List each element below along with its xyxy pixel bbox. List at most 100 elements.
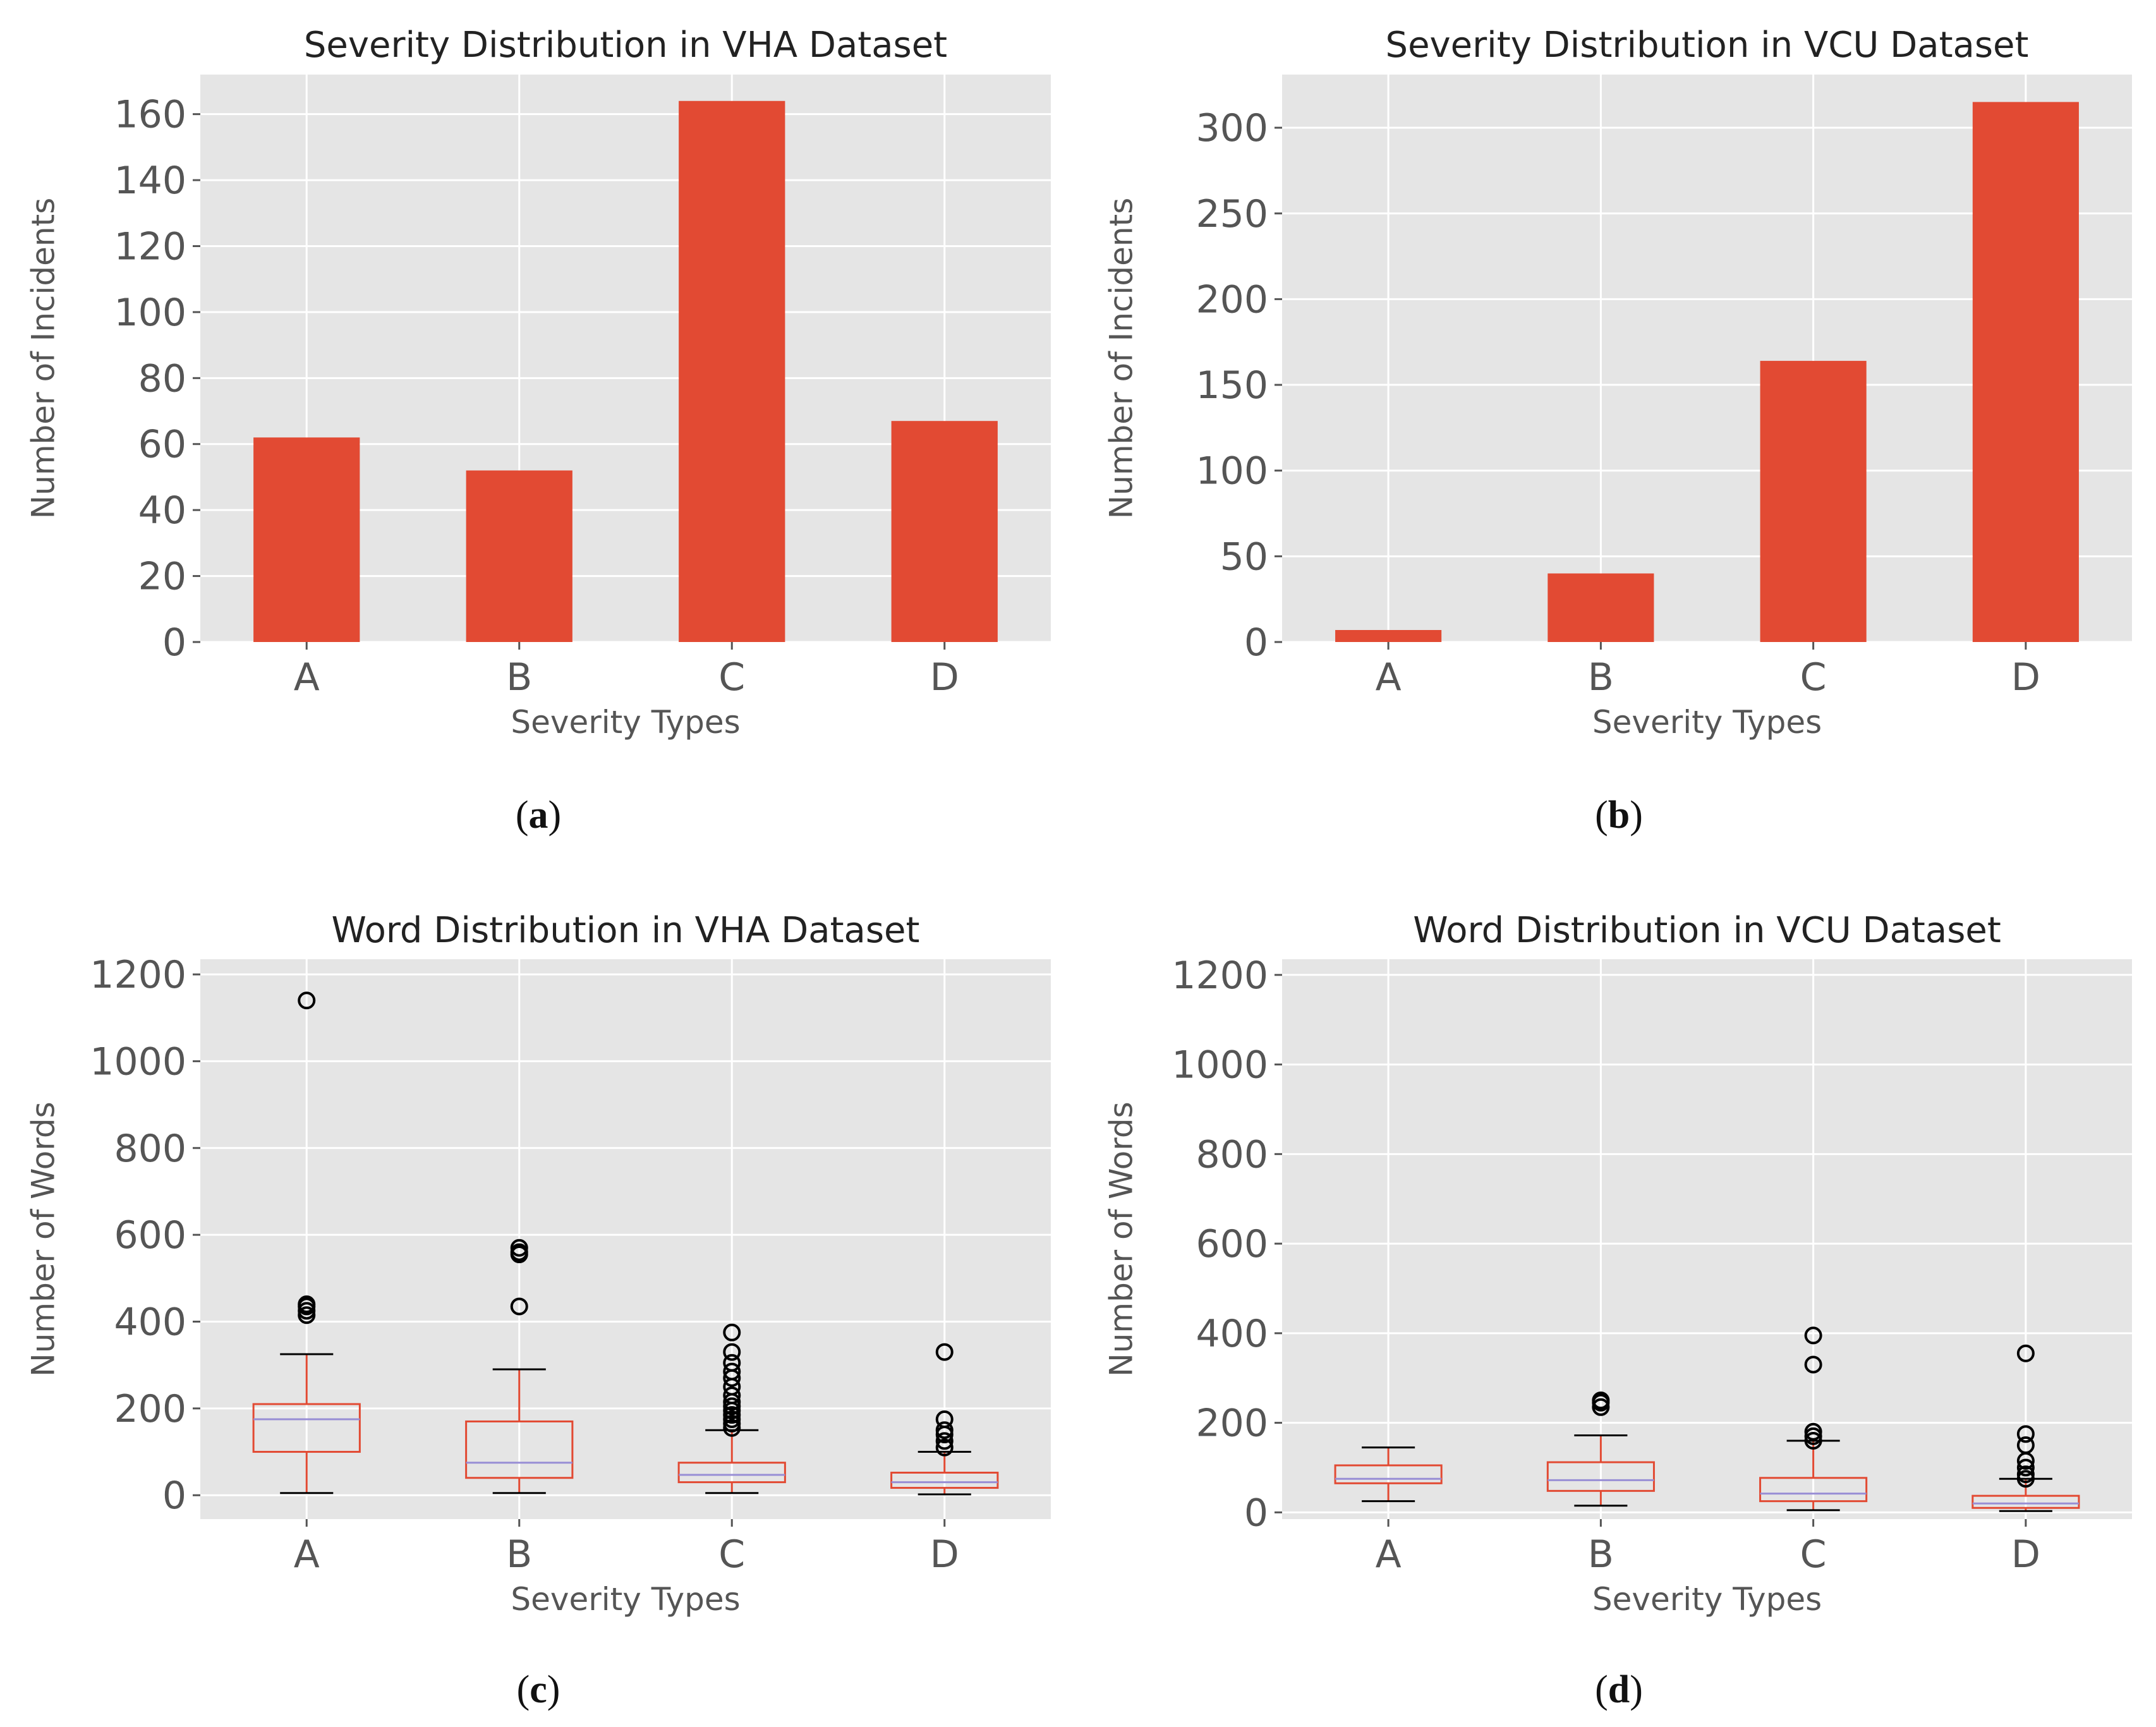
chart-title: Word Distribution in VHA Dataset — [332, 910, 920, 951]
caption-b-close: ) — [1630, 794, 1643, 837]
caption-d-close: ) — [1630, 1668, 1643, 1711]
x-axis-label: Severity Types — [1592, 1581, 1822, 1618]
x-axis-label: Severity Types — [511, 1581, 740, 1618]
x-tick-label: D — [2011, 1532, 2040, 1577]
chart-a: 0 20 40 60 80 100 120 140 160 A B C D Severity Distri… — [25, 25, 1051, 741]
y-tick-label: 1000 — [1172, 1043, 1268, 1088]
bar-b — [1547, 573, 1654, 642]
y-tick-label: 40 — [138, 488, 186, 533]
caption-b-open: ( — [1595, 794, 1608, 837]
x-tick-label: D — [2011, 655, 2040, 700]
y-tick-label: 800 — [114, 1127, 186, 1171]
y-tick-label: 200 — [114, 1387, 186, 1431]
box-iqr — [1759, 1477, 1868, 1503]
y-tick-label: 100 — [114, 291, 186, 335]
y-tick-label: 60 — [138, 423, 186, 467]
panel-d: 0 200 400 600 800 1000 1200 A B C D Word Distributi… — [1078, 863, 2156, 1727]
box-d — [1971, 1344, 2080, 1512]
caption-d: (d) — [1556, 1668, 1682, 1712]
caption-c-close: ) — [547, 1668, 560, 1711]
y-tick-label: 80 — [138, 356, 186, 401]
box-b — [465, 1239, 574, 1494]
x-tick-label: A — [294, 1532, 320, 1577]
flier-point — [2016, 1425, 2035, 1443]
bar-d — [1972, 102, 2079, 643]
box-a — [252, 991, 361, 1494]
y-axis-label: Number of Words — [1103, 1101, 1140, 1376]
y-tick-label: 200 — [1196, 277, 1268, 322]
caption-d-open: ( — [1595, 1668, 1608, 1711]
plot-background — [200, 959, 1051, 1519]
flier-point — [1804, 1326, 1822, 1345]
y-tick-label: 50 — [1220, 535, 1268, 579]
caption-d-letter: d — [1608, 1668, 1630, 1711]
y-tick-label: 0 — [162, 621, 186, 665]
x-tick-label: C — [718, 1532, 745, 1577]
y-axis-label: Number of Incidents — [25, 198, 62, 519]
flier-point — [723, 1343, 741, 1361]
y-tick-label: 0 — [1244, 621, 1268, 665]
flier-point — [723, 1323, 741, 1342]
y-tick-label: 600 — [114, 1213, 186, 1257]
x-tick-label: B — [1588, 655, 1614, 700]
x-tick-label: D — [930, 1532, 959, 1577]
y-tick-label: 600 — [1196, 1222, 1268, 1266]
x-tick-label: A — [1376, 1532, 1402, 1577]
x-tick-label: B — [1588, 1532, 1614, 1577]
y-axis-label: Number of Words — [25, 1101, 62, 1376]
plot-background — [1282, 959, 2132, 1519]
box-a — [1334, 1446, 1443, 1503]
chart-b: 0 50 100 150 200 250 300 A B C D Severity Distribut… — [1103, 25, 2132, 741]
x-tick-label: B — [506, 655, 532, 700]
flier-point — [2016, 1465, 2035, 1484]
chart-title: Word Distribution in VCU Dataset — [1413, 910, 2001, 951]
flier-point — [1804, 1422, 1822, 1441]
y-tick-label: 0 — [162, 1474, 186, 1518]
flier-point — [510, 1297, 528, 1316]
panel-a: 0 20 40 60 80 100 120 140 160 A B C D Severity Distri… — [0, 0, 1078, 863]
y-tick-label: 150 — [1196, 363, 1268, 408]
flier-point — [2016, 1436, 2035, 1455]
caption-b: (b) — [1556, 793, 1682, 838]
bar-a — [253, 437, 360, 642]
flier-point — [723, 1386, 741, 1405]
caption-c-letter: c — [530, 1668, 547, 1711]
y-axis-label: Number of Incidents — [1103, 198, 1140, 519]
caption-c-open: ( — [516, 1668, 530, 1711]
box-iqr — [1546, 1461, 1655, 1492]
y-tick-label: 300 — [1196, 106, 1268, 150]
panel-c: 0 200 400 600 800 1000 1200 A B C D Word Distributi… — [0, 863, 1078, 1727]
y-tick-label: 250 — [1196, 192, 1268, 236]
x-tick-label: A — [1376, 655, 1402, 700]
caption-a: (a) — [475, 793, 602, 838]
chart-d: 0 200 400 600 800 1000 1200 A B C D Word Distributi… — [1103, 910, 2132, 1618]
bar-a — [1335, 630, 1442, 642]
caption-a-letter: a — [528, 794, 548, 837]
caption-a-open: ( — [515, 794, 529, 837]
box-iqr — [252, 1403, 361, 1453]
box-iqr — [1971, 1494, 2080, 1509]
flier-point — [935, 1343, 954, 1361]
flier-point — [2016, 1458, 2035, 1477]
y-tick-label: 120 — [114, 224, 186, 269]
y-tick-label: 160 — [114, 93, 186, 137]
box-iqr — [677, 1462, 786, 1484]
bar-d — [891, 421, 998, 642]
x-tick-label: C — [1800, 1532, 1827, 1577]
y-tick-label: 200 — [1196, 1402, 1268, 1446]
x-tick-label: A — [294, 655, 320, 700]
flier-point — [935, 1421, 954, 1439]
bar-b — [466, 470, 572, 642]
caption-b-letter: b — [1608, 794, 1630, 837]
x-tick-label: D — [930, 655, 959, 700]
y-tick-label: 400 — [1196, 1312, 1268, 1356]
flier-point — [935, 1410, 954, 1429]
chart-title: Severity Distribution in VHA Dataset — [304, 25, 947, 66]
box-d — [890, 1343, 999, 1496]
chart-c: 0 200 400 600 800 1000 1200 A B C D Word Distributi… — [25, 910, 1051, 1618]
flier-point — [1592, 1391, 1610, 1410]
flier-point — [723, 1362, 741, 1381]
box-c — [677, 1323, 786, 1494]
box-iqr — [1334, 1464, 1443, 1484]
x-tick-label: C — [718, 655, 745, 700]
